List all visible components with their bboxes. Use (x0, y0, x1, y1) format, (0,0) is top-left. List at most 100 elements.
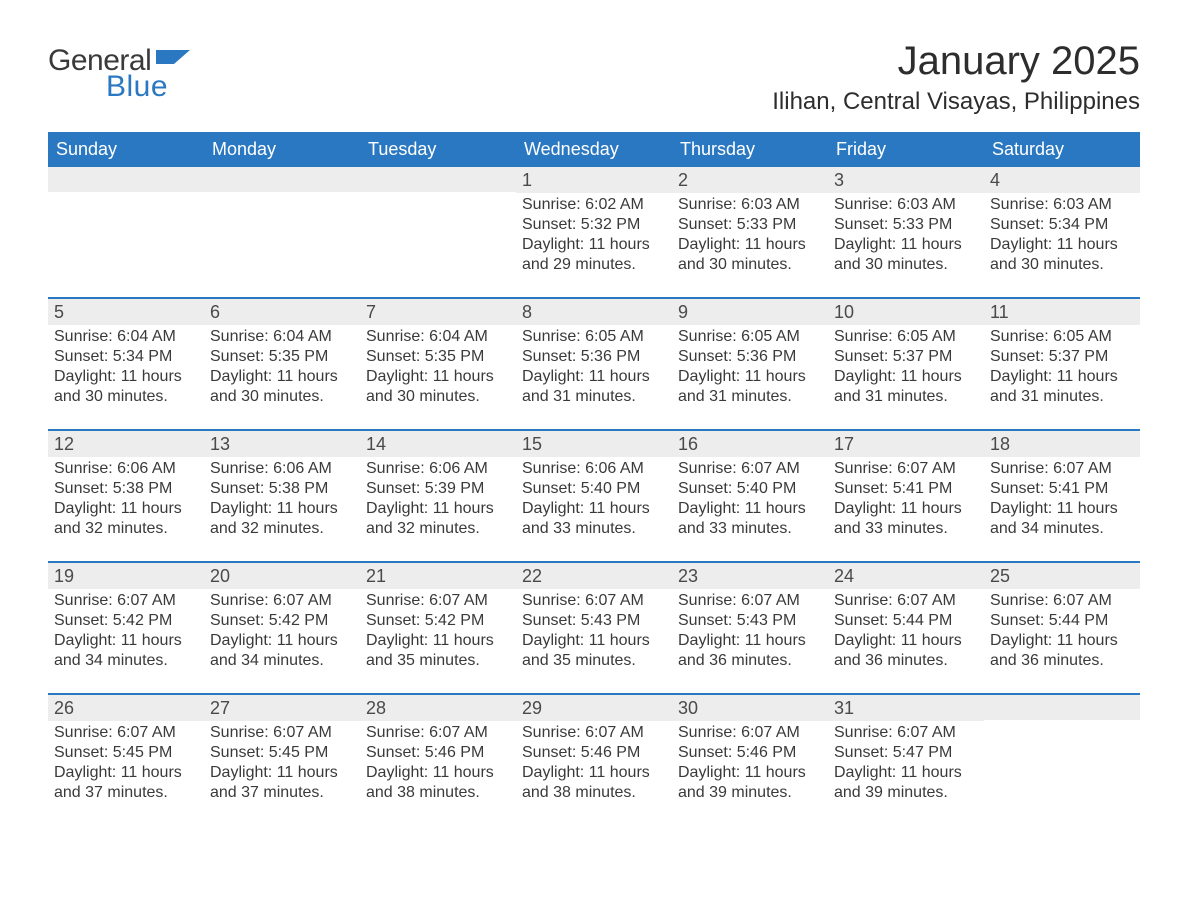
day-cell: 14Sunrise: 6:06 AMSunset: 5:39 PMDayligh… (360, 431, 516, 561)
day-number: 27 (204, 695, 360, 721)
daylight-text: Daylight: 11 hours and 35 minutes. (366, 631, 510, 671)
daylight-text: Daylight: 11 hours and 34 minutes. (54, 631, 198, 671)
daylight-text: Daylight: 11 hours and 33 minutes. (678, 499, 822, 539)
day-number: 15 (516, 431, 672, 457)
day-number: 22 (516, 563, 672, 589)
day-number: 9 (672, 299, 828, 325)
day-number: 10 (828, 299, 984, 325)
day-details: Sunrise: 6:02 AMSunset: 5:32 PMDaylight:… (516, 193, 672, 281)
day-cell: 20Sunrise: 6:07 AMSunset: 5:42 PMDayligh… (204, 563, 360, 693)
sunset-text: Sunset: 5:45 PM (54, 743, 198, 763)
day-number: 14 (360, 431, 516, 457)
sunrise-text: Sunrise: 6:06 AM (210, 459, 354, 479)
daylight-text: Daylight: 11 hours and 36 minutes. (678, 631, 822, 671)
page-title: January 2025 (772, 40, 1140, 82)
day-cell: 11Sunrise: 6:05 AMSunset: 5:37 PMDayligh… (984, 299, 1140, 429)
day-details: Sunrise: 6:07 AMSunset: 5:42 PMDaylight:… (48, 589, 204, 677)
day-cell (984, 695, 1140, 825)
day-cell: 24Sunrise: 6:07 AMSunset: 5:44 PMDayligh… (828, 563, 984, 693)
day-cell: 21Sunrise: 6:07 AMSunset: 5:42 PMDayligh… (360, 563, 516, 693)
day-cell: 25Sunrise: 6:07 AMSunset: 5:44 PMDayligh… (984, 563, 1140, 693)
logo-flag-icon (156, 46, 190, 73)
day-cell: 19Sunrise: 6:07 AMSunset: 5:42 PMDayligh… (48, 563, 204, 693)
day-details: Sunrise: 6:06 AMSunset: 5:39 PMDaylight:… (360, 457, 516, 545)
daylight-text: Daylight: 11 hours and 31 minutes. (522, 367, 666, 407)
daylight-text: Daylight: 11 hours and 38 minutes. (522, 763, 666, 803)
day-cell: 15Sunrise: 6:06 AMSunset: 5:40 PMDayligh… (516, 431, 672, 561)
sunrise-text: Sunrise: 6:04 AM (54, 327, 198, 347)
day-cell: 13Sunrise: 6:06 AMSunset: 5:38 PMDayligh… (204, 431, 360, 561)
sunrise-text: Sunrise: 6:07 AM (678, 459, 822, 479)
day-cell: 9Sunrise: 6:05 AMSunset: 5:36 PMDaylight… (672, 299, 828, 429)
day-cell (48, 167, 204, 297)
dayname-monday: Monday (204, 132, 360, 167)
sunrise-text: Sunrise: 6:07 AM (834, 591, 978, 611)
sunrise-text: Sunrise: 6:07 AM (834, 723, 978, 743)
sunset-text: Sunset: 5:39 PM (366, 479, 510, 499)
day-details: Sunrise: 6:04 AMSunset: 5:35 PMDaylight:… (204, 325, 360, 413)
sunrise-text: Sunrise: 6:07 AM (366, 723, 510, 743)
day-number: 25 (984, 563, 1140, 589)
day-number (360, 167, 516, 192)
day-details: Sunrise: 6:06 AMSunset: 5:38 PMDaylight:… (48, 457, 204, 545)
day-cell: 5Sunrise: 6:04 AMSunset: 5:34 PMDaylight… (48, 299, 204, 429)
sunrise-text: Sunrise: 6:07 AM (210, 591, 354, 611)
sunset-text: Sunset: 5:47 PM (834, 743, 978, 763)
week-row: 19Sunrise: 6:07 AMSunset: 5:42 PMDayligh… (48, 561, 1140, 693)
day-cell: 23Sunrise: 6:07 AMSunset: 5:43 PMDayligh… (672, 563, 828, 693)
day-details: Sunrise: 6:03 AMSunset: 5:34 PMDaylight:… (984, 193, 1140, 281)
day-number: 12 (48, 431, 204, 457)
day-details: Sunrise: 6:07 AMSunset: 5:43 PMDaylight:… (672, 589, 828, 677)
day-cell: 17Sunrise: 6:07 AMSunset: 5:41 PMDayligh… (828, 431, 984, 561)
day-number: 16 (672, 431, 828, 457)
day-number: 29 (516, 695, 672, 721)
day-details: Sunrise: 6:05 AMSunset: 5:36 PMDaylight:… (516, 325, 672, 413)
day-details: Sunrise: 6:07 AMSunset: 5:40 PMDaylight:… (672, 457, 828, 545)
header-right: January 2025 Ilihan, Central Visayas, Ph… (772, 40, 1140, 116)
sunset-text: Sunset: 5:42 PM (366, 611, 510, 631)
daylight-text: Daylight: 11 hours and 37 minutes. (210, 763, 354, 803)
daylight-text: Daylight: 11 hours and 30 minutes. (54, 367, 198, 407)
daylight-text: Daylight: 11 hours and 39 minutes. (678, 763, 822, 803)
day-details: Sunrise: 6:07 AMSunset: 5:45 PMDaylight:… (204, 721, 360, 809)
sunrise-text: Sunrise: 6:03 AM (678, 195, 822, 215)
daylight-text: Daylight: 11 hours and 33 minutes. (522, 499, 666, 539)
week-row: 5Sunrise: 6:04 AMSunset: 5:34 PMDaylight… (48, 297, 1140, 429)
day-details: Sunrise: 6:07 AMSunset: 5:46 PMDaylight:… (360, 721, 516, 809)
day-number: 17 (828, 431, 984, 457)
day-cell: 18Sunrise: 6:07 AMSunset: 5:41 PMDayligh… (984, 431, 1140, 561)
sunset-text: Sunset: 5:38 PM (54, 479, 198, 499)
daylight-text: Daylight: 11 hours and 32 minutes. (210, 499, 354, 539)
daylight-text: Daylight: 11 hours and 33 minutes. (834, 499, 978, 539)
calendar-header-row: Sunday Monday Tuesday Wednesday Thursday… (48, 132, 1140, 167)
dayname-sunday: Sunday (48, 132, 204, 167)
day-cell: 8Sunrise: 6:05 AMSunset: 5:36 PMDaylight… (516, 299, 672, 429)
day-cell: 1Sunrise: 6:02 AMSunset: 5:32 PMDaylight… (516, 167, 672, 297)
sunrise-text: Sunrise: 6:07 AM (678, 723, 822, 743)
sunrise-text: Sunrise: 6:03 AM (834, 195, 978, 215)
sunset-text: Sunset: 5:37 PM (990, 347, 1134, 367)
day-cell: 28Sunrise: 6:07 AMSunset: 5:46 PMDayligh… (360, 695, 516, 825)
sunset-text: Sunset: 5:42 PM (210, 611, 354, 631)
sunrise-text: Sunrise: 6:04 AM (210, 327, 354, 347)
daylight-text: Daylight: 11 hours and 32 minutes. (366, 499, 510, 539)
day-details: Sunrise: 6:07 AMSunset: 5:44 PMDaylight:… (984, 589, 1140, 677)
day-number: 5 (48, 299, 204, 325)
day-details: Sunrise: 6:06 AMSunset: 5:38 PMDaylight:… (204, 457, 360, 545)
daylight-text: Daylight: 11 hours and 36 minutes. (834, 631, 978, 671)
sunrise-text: Sunrise: 6:05 AM (990, 327, 1134, 347)
day-number: 11 (984, 299, 1140, 325)
sunrise-text: Sunrise: 6:05 AM (678, 327, 822, 347)
sunrise-text: Sunrise: 6:06 AM (522, 459, 666, 479)
day-number: 8 (516, 299, 672, 325)
day-cell: 6Sunrise: 6:04 AMSunset: 5:35 PMDaylight… (204, 299, 360, 429)
day-cell: 2Sunrise: 6:03 AMSunset: 5:33 PMDaylight… (672, 167, 828, 297)
sunset-text: Sunset: 5:36 PM (522, 347, 666, 367)
day-details: Sunrise: 6:07 AMSunset: 5:47 PMDaylight:… (828, 721, 984, 809)
sunrise-text: Sunrise: 6:05 AM (522, 327, 666, 347)
day-details: Sunrise: 6:04 AMSunset: 5:34 PMDaylight:… (48, 325, 204, 413)
day-number (204, 167, 360, 192)
day-details: Sunrise: 6:05 AMSunset: 5:37 PMDaylight:… (828, 325, 984, 413)
day-cell: 27Sunrise: 6:07 AMSunset: 5:45 PMDayligh… (204, 695, 360, 825)
day-cell: 29Sunrise: 6:07 AMSunset: 5:46 PMDayligh… (516, 695, 672, 825)
